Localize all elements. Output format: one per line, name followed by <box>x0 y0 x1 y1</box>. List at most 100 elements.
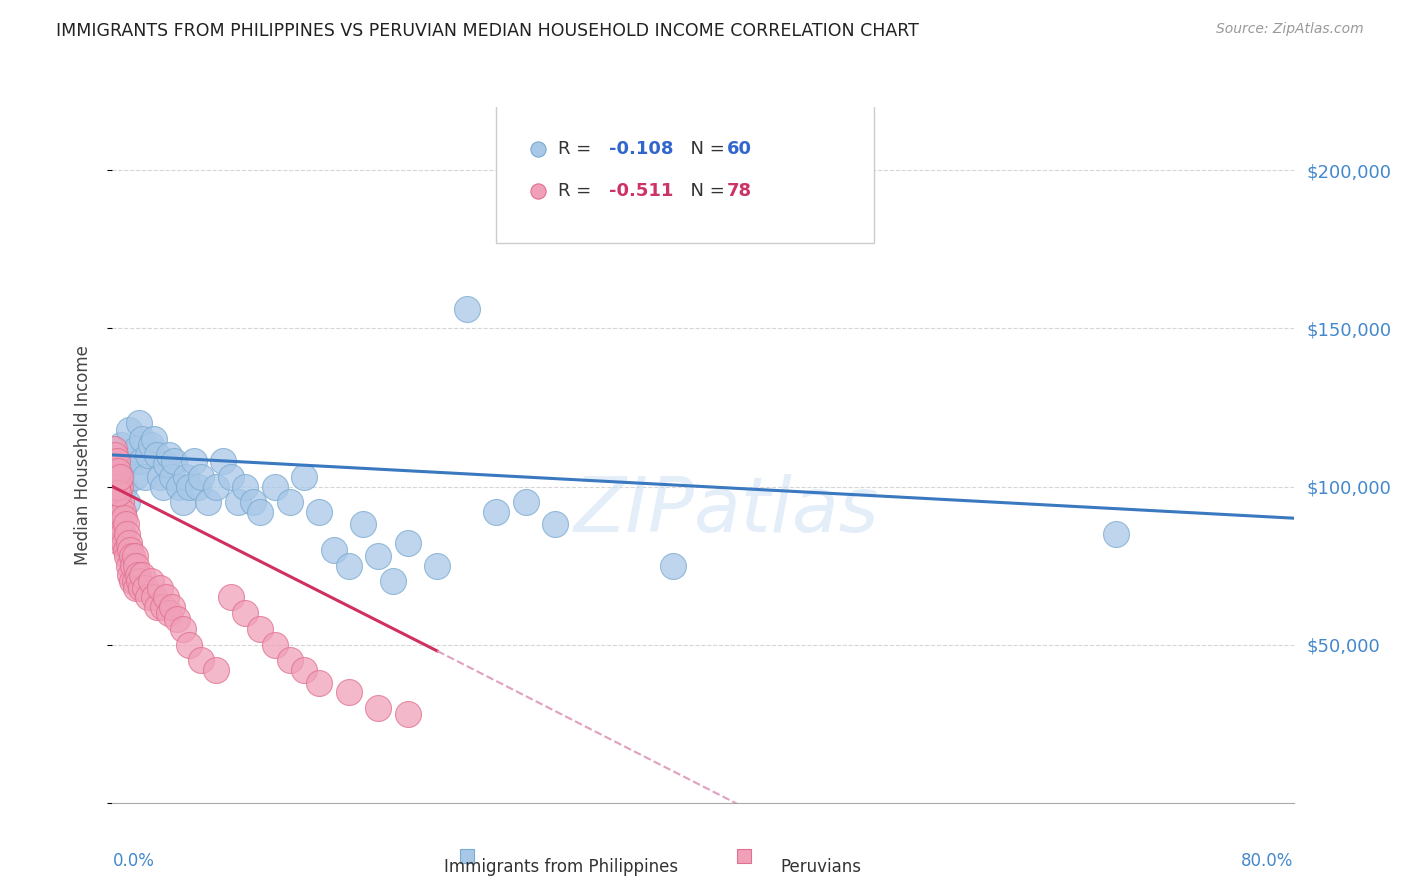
Point <box>128 574 150 589</box>
Point <box>131 568 153 582</box>
Point <box>105 479 128 493</box>
Point <box>104 470 127 484</box>
Point <box>167 479 190 493</box>
Point <box>396 536 419 550</box>
Point <box>105 495 128 509</box>
Point <box>128 417 150 431</box>
Point <box>103 495 125 509</box>
Text: 80.0%: 80.0% <box>1241 852 1294 870</box>
Point <box>160 470 183 484</box>
Point <box>108 470 131 484</box>
Point <box>149 581 172 595</box>
Point <box>174 470 197 484</box>
Point <box>121 574 143 589</box>
Point <box>139 438 162 452</box>
Point <box>146 599 169 614</box>
Point <box>172 495 194 509</box>
Text: R =: R = <box>558 140 596 158</box>
Point <box>118 558 141 573</box>
Point <box>111 464 134 478</box>
Text: ZIPatlas: ZIPatlas <box>574 474 879 548</box>
Point <box>152 479 174 493</box>
Point <box>242 495 264 509</box>
Point <box>104 448 127 462</box>
Point <box>226 495 249 509</box>
Point <box>337 685 360 699</box>
Text: 78: 78 <box>727 182 752 200</box>
Point <box>125 581 148 595</box>
Text: R =: R = <box>558 182 596 200</box>
Point <box>136 448 159 462</box>
Point <box>104 505 127 519</box>
Text: -0.108: -0.108 <box>609 140 673 158</box>
Text: N =: N = <box>679 182 731 200</box>
Point <box>114 458 136 472</box>
Point <box>124 574 146 589</box>
Point <box>107 495 129 509</box>
Point <box>219 470 242 484</box>
Point <box>157 606 180 620</box>
Point <box>103 464 125 478</box>
Point <box>104 517 127 532</box>
Point <box>308 505 330 519</box>
FancyBboxPatch shape <box>496 103 875 243</box>
Point <box>129 581 152 595</box>
Point <box>187 479 209 493</box>
Point <box>114 542 136 557</box>
Point <box>292 470 315 484</box>
Point <box>166 612 188 626</box>
Text: IMMIGRANTS FROM PHILIPPINES VS PERUVIAN MEDIAN HOUSEHOLD INCOME CORRELATION CHAR: IMMIGRANTS FROM PHILIPPINES VS PERUVIAN … <box>56 22 920 40</box>
Point <box>107 511 129 525</box>
Point <box>110 517 132 532</box>
Point <box>112 511 135 525</box>
Point <box>278 495 301 509</box>
Point <box>117 527 138 541</box>
Point <box>107 479 129 493</box>
Point <box>111 505 134 519</box>
Point <box>212 454 235 468</box>
Point <box>117 549 138 563</box>
Point <box>190 470 212 484</box>
Point <box>104 479 127 493</box>
Point <box>114 517 136 532</box>
Point <box>352 517 374 532</box>
Point <box>142 591 165 605</box>
Point <box>172 622 194 636</box>
Point <box>103 470 125 484</box>
Point <box>264 479 287 493</box>
Point <box>633 796 655 810</box>
Point <box>323 542 346 557</box>
Point <box>146 448 169 462</box>
Point <box>249 622 271 636</box>
Point <box>111 527 134 541</box>
Point <box>179 638 201 652</box>
Text: 0.0%: 0.0% <box>112 852 155 870</box>
Text: N =: N = <box>679 140 731 158</box>
Text: Peruvians: Peruvians <box>780 858 862 877</box>
Point <box>108 521 131 535</box>
Point <box>131 432 153 446</box>
Point <box>107 486 129 500</box>
Point <box>142 432 165 446</box>
Point <box>125 558 148 573</box>
Point <box>120 542 142 557</box>
Point <box>149 470 172 484</box>
Point <box>124 470 146 484</box>
Point <box>105 479 128 493</box>
Point <box>105 511 128 525</box>
Point <box>121 448 143 462</box>
Point <box>103 442 125 456</box>
Point <box>308 675 330 690</box>
Point <box>205 663 228 677</box>
Point <box>104 464 127 478</box>
Point <box>382 574 405 589</box>
Point <box>633 796 655 810</box>
Point <box>110 536 132 550</box>
Point <box>112 536 135 550</box>
Point <box>426 558 449 573</box>
Point <box>233 479 256 493</box>
Point <box>107 464 129 478</box>
Point <box>163 454 186 468</box>
Point <box>117 495 138 509</box>
Point <box>127 568 149 582</box>
